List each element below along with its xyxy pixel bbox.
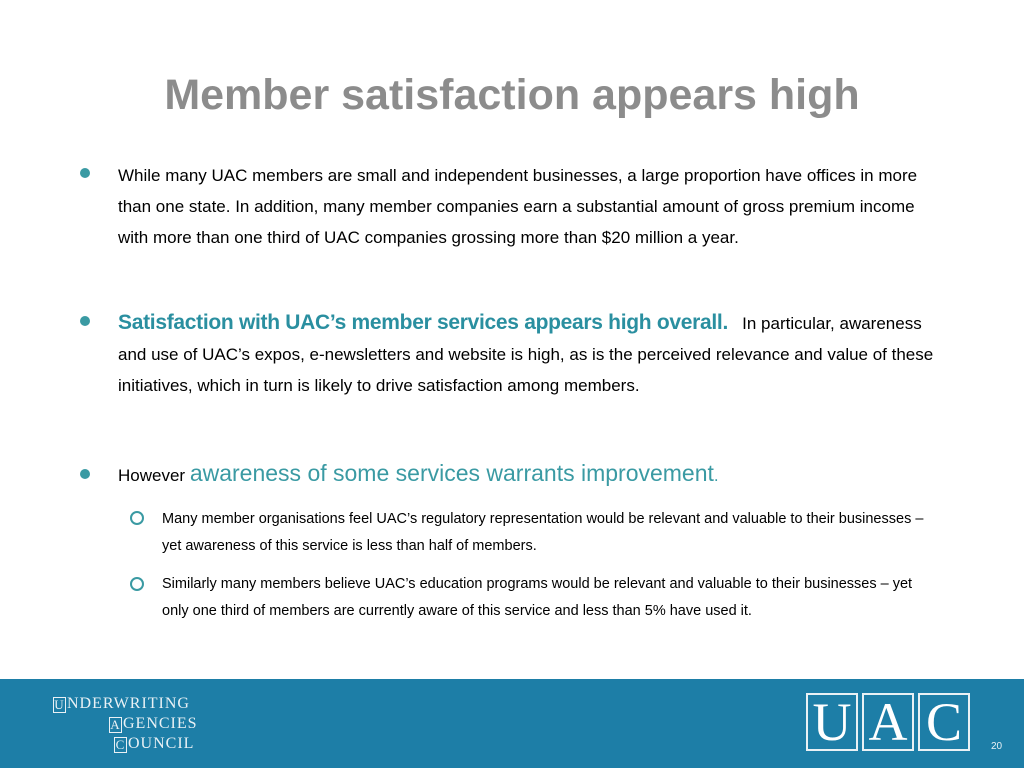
- bullet-marker: [80, 469, 90, 479]
- org-name-line-3: C OUNCIL: [114, 735, 194, 753]
- bullet-2-text: In particular, awareness and use of UAC’…: [118, 314, 934, 395]
- bullet-1-text: While many UAC members are small and ind…: [118, 166, 918, 247]
- org-initial-box: A: [109, 717, 122, 733]
- org-initial-box: U: [53, 697, 66, 713]
- logo-letter: A: [862, 693, 914, 751]
- slide-title: Member satisfaction appears high: [164, 71, 860, 119]
- org-name-text: GENCIES: [123, 715, 198, 732]
- page-number: 20: [991, 741, 1003, 752]
- bullet-3-highlight: awareness of some services warrants impr…: [189, 460, 714, 486]
- sub-bullet-marker: [130, 511, 144, 525]
- bullet-2-highlight: Satisfaction with UAC’s member services …: [118, 311, 728, 334]
- org-name-line-2: A GENCIES: [109, 715, 198, 733]
- logo-letter: U: [806, 693, 858, 751]
- logo-letter: C: [918, 693, 970, 751]
- bullet-3: However awareness of some services warra…: [118, 458, 948, 491]
- bullet-marker: [80, 316, 90, 326]
- org-initial-box: C: [114, 737, 127, 753]
- uac-logo: U A C: [806, 693, 970, 751]
- org-name-line-1: U NDERWRITING: [53, 695, 190, 713]
- sub-bullet-1-text: Many member organisations feel UAC’s reg…: [162, 511, 924, 554]
- bullet-marker: [80, 168, 90, 178]
- sub-bullet-marker: [130, 577, 144, 591]
- org-name-text: OUNCIL: [128, 735, 195, 752]
- org-name-text: NDERWRITING: [67, 695, 190, 712]
- sub-bullet-2-text: Similarly many members believe UAC’s edu…: [162, 576, 913, 619]
- bullet-3-prefix: However: [118, 466, 186, 485]
- bullet-2: Satisfaction with UAC’s member services …: [118, 307, 948, 401]
- bullet-3-suffix: .: [713, 466, 719, 485]
